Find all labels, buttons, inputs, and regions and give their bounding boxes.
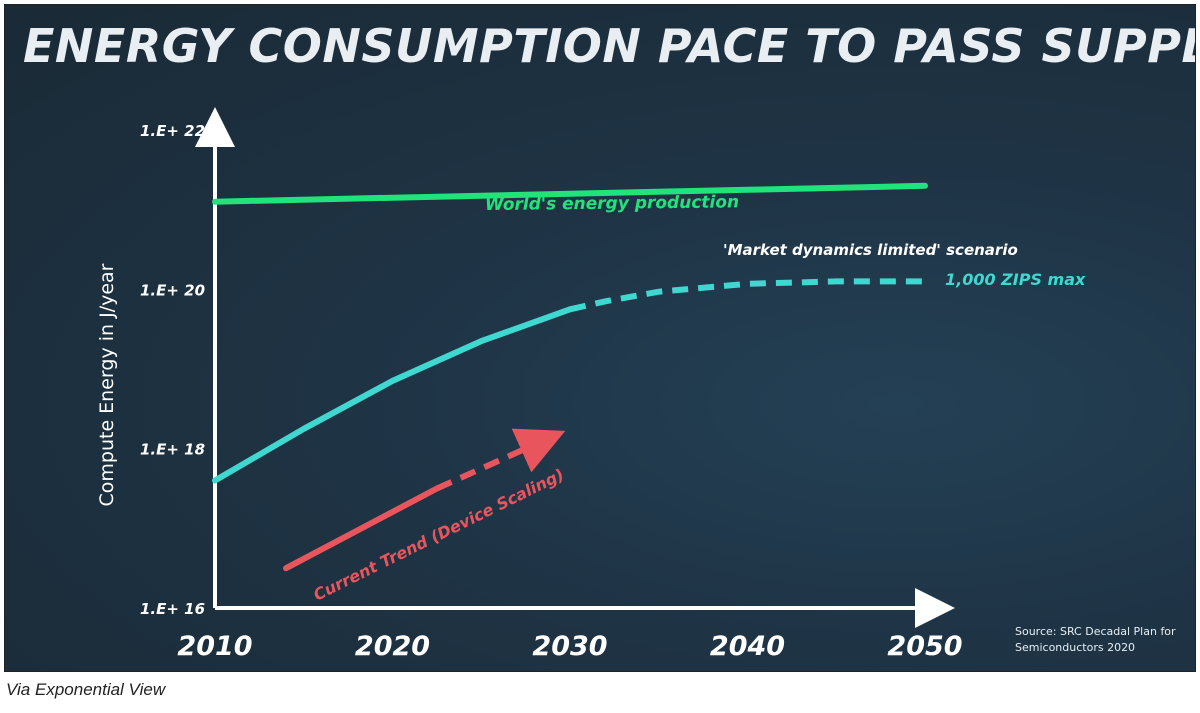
zips-max-label: 1,000 ZIPS max <box>945 270 1086 289</box>
x-tick-label: 2010 <box>177 631 252 662</box>
y-tick-label: 1.E+ 20 <box>140 281 205 299</box>
series-line-production <box>212 182 928 205</box>
y-tick-label: 1.E+ 16 <box>140 600 205 618</box>
series-line-trend-dashed <box>435 428 566 492</box>
source-note-line-2: Semiconductors 2020 <box>1015 641 1135 654</box>
chart-title: ENERGY CONSUMPTION PACE TO PASS SUPPLY <box>23 19 1196 73</box>
x-tick-labels: 2010 2020 2030 2040 2050 <box>177 631 962 662</box>
y-axis-label: Compute Energy in J/year <box>96 263 118 506</box>
slide-frame: ENERGY CONSUMPTION PACE TO PASS SUPPLY 1… <box>4 4 1196 672</box>
market-series-label: 'Market dynamics limited' scenario <box>723 241 1018 259</box>
x-tick-label: 2020 <box>355 631 430 662</box>
chart-svg: 1.E+ 16 1.E+ 18 1.E+ 20 1.E+ 22 2010 2020 203… <box>96 107 1176 662</box>
x-tick-label: 2040 <box>710 631 785 662</box>
source-note-line-1: Source: SRC Decadal Plan for <box>1015 625 1176 638</box>
y-tick-label: 1.E+ 18 <box>140 441 205 459</box>
series-line-trend-solid <box>283 485 440 572</box>
y-tick-label: 1.E+ 22 <box>140 122 205 140</box>
series-line-market-solid <box>212 306 573 484</box>
x-tick-label: 2050 <box>887 631 962 662</box>
production-series-label: World's energy production <box>485 192 739 215</box>
y-tick-labels: 1.E+ 16 1.E+ 18 1.E+ 20 1.E+ 22 <box>140 122 205 618</box>
series-layer <box>212 182 928 572</box>
series-line-market-dashed <box>569 278 925 313</box>
x-tick-label: 2030 <box>532 631 607 662</box>
annotation-layer: World's energy production 'Market dynamic… <box>310 192 1086 604</box>
image-caption: Via Exponential View <box>6 680 166 699</box>
